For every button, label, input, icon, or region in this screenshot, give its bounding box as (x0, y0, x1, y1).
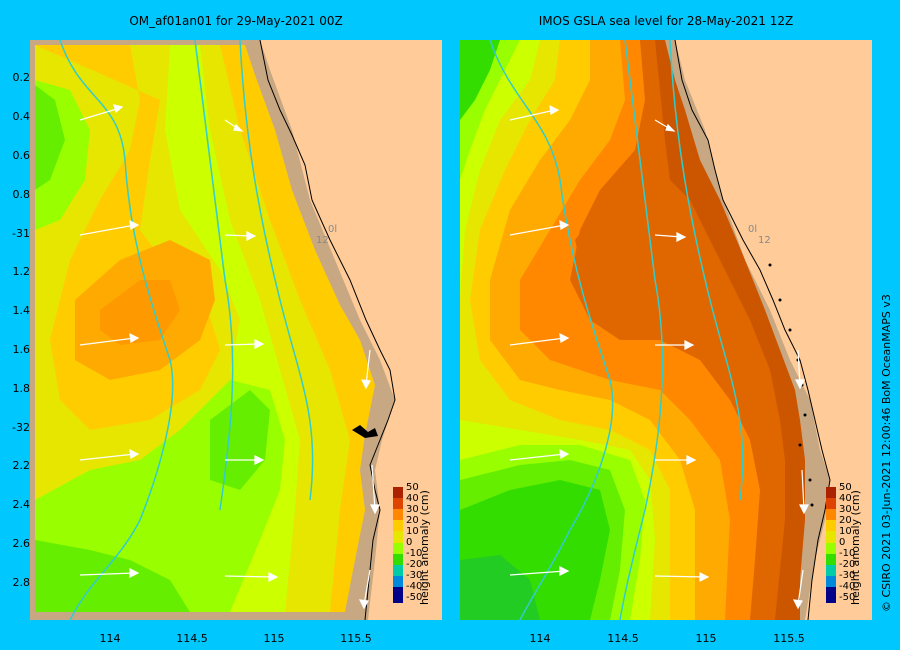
y-tick: 0.6 (12, 149, 31, 162)
y-tick: 1.6 (12, 343, 31, 356)
colorbar-tick: -20 (839, 559, 856, 570)
colorbar-tick: -10 (839, 548, 856, 559)
x-tick-right: 114 (529, 632, 551, 645)
colorbar-tick: 40 (839, 493, 852, 504)
colorbar-tick: -50 (839, 592, 856, 603)
colorbar-tick: -30 (839, 570, 856, 581)
right-colorbar (826, 487, 836, 603)
colorbar-tick: 20 (406, 515, 419, 526)
right-map-title: IMOS GSLA sea level for 28-May-2021 12Z (538, 14, 794, 28)
right-map-coast-label-top: 0l (748, 224, 757, 235)
x-tick-right: 114.5 (607, 632, 639, 645)
x-tick-left: 114.5 (176, 632, 208, 645)
colorbar-tick: 30 (839, 504, 852, 515)
left-colorbar (393, 487, 403, 603)
colorbar-tick: 40 (406, 493, 419, 504)
y-tick: 1.8 (12, 382, 31, 395)
left-colorbar-title: height anomaly (cm) (418, 490, 431, 605)
right-colorbar-title: height anomaly (cm) (849, 490, 862, 605)
colorbar-tick: 50 (839, 482, 852, 493)
x-tick-right: 115 (695, 632, 717, 645)
credit-text: © CSIRO 2021 03-Jun-2021 12:00:46 BoM Oc… (880, 294, 893, 612)
y-tick: 0.8 (12, 188, 31, 201)
y-tick: -31 (12, 227, 30, 240)
left-map: 0l 12 (30, 40, 442, 620)
y-tick: 0.4 (12, 110, 31, 123)
x-tick-left: 114 (99, 632, 121, 645)
colorbar-tick: 0 (839, 537, 846, 548)
left-map-coast-label-bottom: 12 (316, 235, 329, 246)
colorbar-tick: 10 (406, 526, 419, 537)
y-tick: 2.8 (12, 576, 31, 589)
colorbar-tick: 50 (406, 482, 419, 493)
colorbar-tick: 20 (839, 515, 852, 526)
colorbar-tick: 10 (839, 526, 852, 537)
y-tick: 1.4 (12, 304, 31, 317)
colorbar-tick: -40 (406, 581, 423, 592)
x-tick-left: 115 (263, 632, 285, 645)
y-tick: 2.2 (12, 459, 31, 472)
y-tick: 2.6 (12, 537, 31, 550)
left-map-coast-label-top: 0l (328, 224, 337, 235)
colorbar-tick: -20 (406, 559, 423, 570)
right-map: 0l 12 (460, 40, 872, 620)
colorbar-tick: -40 (839, 581, 856, 592)
colorbar-tick: 0 (406, 537, 413, 548)
y-tick: 1.2 (12, 265, 31, 278)
x-tick-right: 115.5 (773, 632, 805, 645)
y-tick: 2.4 (12, 498, 31, 511)
colorbar-tick: -10 (406, 548, 423, 559)
colorbar-tick: -30 (406, 570, 423, 581)
y-tick: 0.2 (12, 71, 31, 84)
colorbar-tick: -50 (406, 592, 423, 603)
left-map-title: OM_af01an01 for 29-May-2021 00Z (129, 14, 343, 28)
right-map-coast-label-bottom: 12 (758, 235, 771, 246)
y-tick: -32 (12, 421, 30, 434)
x-tick-left: 115.5 (340, 632, 372, 645)
colorbar-tick: 30 (406, 504, 419, 515)
